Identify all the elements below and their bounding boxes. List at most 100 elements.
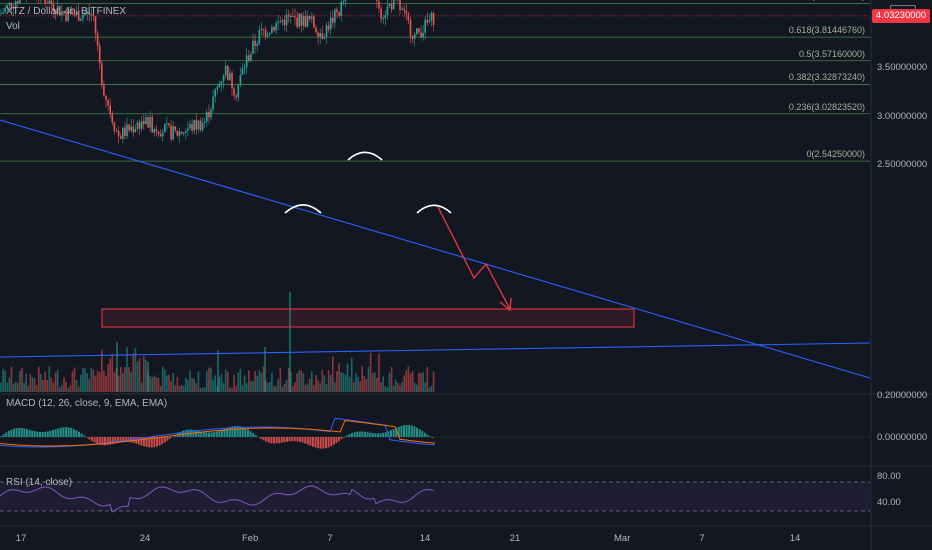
- candle-body: [329, 17, 332, 30]
- candle-body: [336, 9, 338, 13]
- volume-bar: [256, 375, 258, 392]
- volume-bar: [355, 373, 357, 392]
- macd-histogram-bar: [5, 432, 8, 437]
- volume-bar: [222, 382, 225, 392]
- volume-bar: [378, 353, 380, 392]
- volume-bar: [422, 372, 424, 392]
- candle-body: [71, 12, 74, 15]
- macd-histogram-bar: [213, 432, 216, 437]
- candle-body: [101, 63, 103, 86]
- macd-histogram-bar: [231, 426, 234, 437]
- volume-bar: [124, 367, 126, 392]
- volume-bar: [23, 382, 25, 392]
- macd-histogram-bar: [83, 435, 86, 437]
- candle-body: [195, 120, 198, 130]
- candle-body: [266, 34, 269, 37]
- time-tick-label: Feb: [242, 533, 259, 544]
- macd-histogram-bar: [247, 429, 249, 437]
- fibonacci-retracement[interactable]: [0, 0, 870, 162]
- candle-body: [315, 27, 317, 33]
- volume-bar: [367, 366, 370, 392]
- macd-histogram-bar: [322, 437, 325, 449]
- macd-histogram-bar: [163, 437, 166, 443]
- macd-legend[interactable]: MACD (12, 26, close, 9, EMA, EMA): [6, 398, 168, 409]
- volume-bar: [151, 377, 153, 392]
- volume-bar: [195, 383, 198, 392]
- volume-bar: [411, 371, 414, 392]
- volume-bar: [191, 377, 193, 392]
- volume-bar: [14, 381, 17, 392]
- time-tick-label: 24: [139, 533, 151, 544]
- fib-level-label: 0(2.54250000): [806, 149, 865, 160]
- candle-body: [235, 95, 237, 98]
- candle-body: [222, 75, 225, 82]
- macd-histogram-bar: [18, 427, 21, 437]
- volume-bar: [145, 359, 147, 392]
- volume-bar: [285, 380, 288, 392]
- volume-bar: [302, 373, 305, 392]
- volume-bar: [403, 375, 405, 392]
- macd-histogram-bar: [98, 437, 101, 445]
- macd-histogram-bar: [96, 437, 99, 444]
- macd-histogram-bar: [343, 437, 346, 438]
- macd-histogram-bar: [49, 430, 52, 437]
- candle-body: [185, 130, 187, 134]
- candle-body: [254, 40, 256, 47]
- candle-body: [401, 8, 403, 10]
- volume-bar: [332, 356, 334, 392]
- macd-histogram-bar: [400, 425, 403, 437]
- candle-body: [143, 121, 145, 124]
- symbol-title[interactable]: XTZ / Dollar, 4h, BITFINEX: [6, 6, 127, 17]
- volume-bar: [50, 377, 53, 392]
- volume-bar: [245, 382, 248, 392]
- volume-legend[interactable]: Vol: [6, 21, 20, 32]
- candle-body: [132, 126, 135, 132]
- macd-histogram-bar: [413, 426, 416, 437]
- candle-body: [323, 37, 326, 39]
- drawing-tools[interactable]: [0, 15, 871, 379]
- volume-bar: [338, 363, 340, 392]
- time-tick-label: 7: [699, 533, 705, 544]
- candle-body: [180, 131, 183, 134]
- volume-bar: [42, 380, 44, 392]
- volume-bar: [12, 383, 15, 392]
- candle-body: [292, 16, 294, 18]
- volume-bar: [224, 369, 227, 392]
- volume-bar: [134, 348, 137, 392]
- rsi-legend[interactable]: RSI (14, close): [6, 477, 73, 488]
- volume-bar: [281, 386, 284, 392]
- candle-body: [203, 121, 206, 124]
- candle-body: [260, 28, 263, 31]
- volume-bar: [136, 361, 139, 392]
- volume-bar: [2, 368, 4, 392]
- head-shoulder-arc: [284, 204, 322, 214]
- volume-bar: [346, 363, 349, 392]
- macd-histogram-bar: [39, 431, 41, 437]
- volume-bar: [327, 370, 330, 392]
- candle-body: [12, 7, 15, 9]
- candle-body: [426, 19, 429, 23]
- macd-histogram-bar: [325, 437, 327, 449]
- macd-histogram-bar: [260, 437, 262, 439]
- macd-histogram-bar: [54, 429, 57, 437]
- macd-histogram-bar: [249, 431, 252, 437]
- candle-body: [199, 120, 202, 131]
- candle-body: [403, 8, 405, 11]
- macd-histogram-bar: [31, 430, 34, 437]
- candle-body: [46, 3, 48, 5]
- candle-body: [430, 12, 433, 21]
- macd-histogram-bar: [145, 437, 148, 447]
- candle-body: [63, 11, 65, 14]
- volume-bar: [283, 383, 286, 392]
- macd-histogram-bar: [314, 437, 317, 448]
- time-tick-label: Mar: [614, 533, 631, 544]
- volume-bar: [390, 367, 393, 392]
- volume-bar: [250, 381, 252, 392]
- candle-body: [384, 15, 387, 19]
- candle-body: [321, 33, 324, 39]
- candle-body: [157, 131, 160, 135]
- macd-histogram-bar: [416, 427, 418, 437]
